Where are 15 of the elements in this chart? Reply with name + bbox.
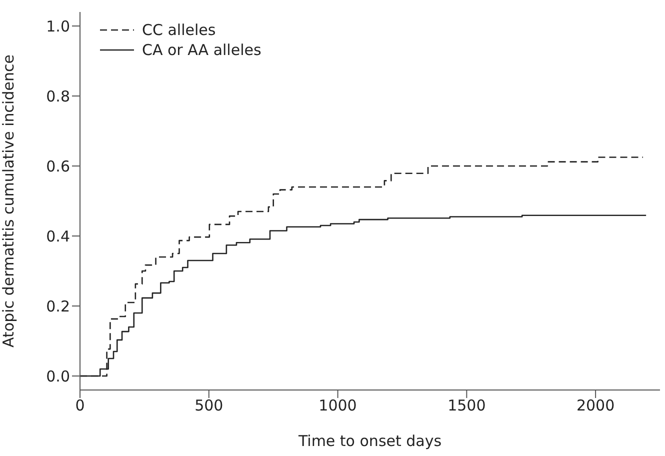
y-axis-title: Atopic dermatitis cumulative incidence: [0, 54, 18, 348]
y-tick-label: 1.0: [46, 17, 70, 36]
x-tick-label: 0: [75, 396, 85, 415]
legend-label: CA or AA alleles: [142, 41, 262, 59]
y-tick-label: 0.4: [46, 227, 70, 246]
y-tick-label: 0.6: [46, 157, 70, 176]
x-tick-label: 1500: [448, 396, 486, 415]
y-tick-label: 0.2: [46, 297, 70, 316]
y-tick-label: 0.8: [46, 87, 70, 106]
y-tick-label: 0.0: [46, 367, 70, 386]
x-axis-title: Time to onset days: [297, 432, 442, 450]
legend-label: CC alleles: [142, 21, 216, 39]
x-tick-label: 1000: [318, 396, 357, 415]
x-tick-label: 500: [194, 396, 224, 415]
x-tick-label: 2000: [576, 396, 615, 415]
